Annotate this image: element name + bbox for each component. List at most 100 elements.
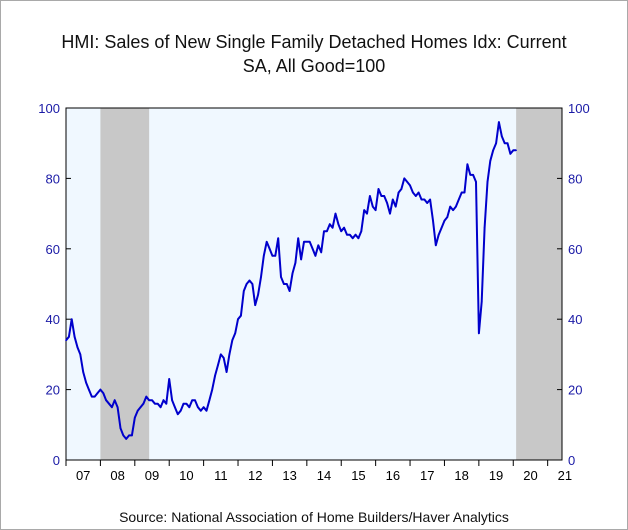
data-point-2019-02 — [480, 300, 483, 303]
data-point-2012-05 — [248, 279, 251, 282]
data-point-2013-04 — [280, 276, 282, 278]
data-point-2019-04 — [486, 181, 489, 183]
data-point-2011-10 — [228, 353, 231, 356]
y-tick-label-left-0: 0 — [53, 453, 60, 468]
data-point-2018-09 — [466, 163, 469, 166]
data-point-2019-07 — [495, 142, 497, 144]
data-point-2016-10 — [400, 188, 403, 190]
x-tick-label-14: 14 — [317, 468, 331, 483]
data-point-2016-02 — [377, 188, 380, 190]
data-point-2019-09 — [500, 135, 503, 137]
data-point-2016-11 — [403, 177, 406, 180]
data-point-2014-06 — [320, 251, 322, 254]
chart-title: HMI: Sales of New Single Family Detached… — [0, 30, 628, 78]
data-point-2010-09 — [191, 399, 193, 401]
x-tick-label-19: 19 — [489, 468, 503, 483]
data-point-2012-01 — [237, 318, 239, 321]
data-point-2007-11 — [93, 395, 96, 398]
data-point-2012-08 — [257, 293, 259, 296]
data-point-2011-06 — [217, 364, 219, 366]
data-point-2019-08 — [498, 121, 500, 123]
data-point-2015-07 — [357, 237, 360, 240]
data-point-2018-06 — [457, 198, 460, 201]
data-point-2013-02 — [274, 255, 277, 257]
data-point-2008-02 — [102, 392, 105, 394]
data-point-2016-09 — [397, 191, 400, 194]
data-point-2007-10 — [91, 395, 93, 398]
data-point-2015-10 — [366, 212, 368, 215]
data-point-2009-06 — [148, 399, 150, 401]
data-point-2008-11 — [128, 434, 130, 437]
data-point-2007-07 — [82, 371, 85, 373]
data-point-2020-01 — [512, 149, 515, 152]
data-point-2009-11 — [162, 399, 165, 401]
data-point-2007-03 — [70, 318, 73, 321]
data-point-2009-07 — [151, 399, 153, 401]
data-point-2017-09 — [432, 219, 434, 222]
x-tick-label-20: 20 — [523, 468, 537, 483]
data-point-2010-07 — [185, 402, 188, 405]
y-tick-label-left-20: 20 — [46, 383, 60, 398]
data-point-2016-07 — [392, 198, 394, 201]
data-point-2018-01 — [443, 219, 446, 222]
data-point-2010-01 — [168, 378, 171, 380]
data-point-2014-05 — [317, 244, 320, 247]
x-tick-label-21: 21 — [558, 468, 572, 483]
y-tick-label-left-60: 60 — [46, 242, 60, 257]
data-point-2009-10 — [159, 406, 162, 409]
data-point-2015-06 — [354, 233, 357, 236]
data-point-2008-10 — [125, 438, 128, 440]
data-point-2012-03 — [242, 290, 245, 292]
data-point-2011-05 — [214, 374, 216, 377]
data-point-2014-11 — [334, 212, 337, 215]
data-point-2009-02 — [136, 409, 139, 412]
data-point-2009-08 — [154, 402, 156, 405]
data-point-2013-09 — [294, 262, 297, 264]
data-point-2014-01 — [306, 240, 308, 243]
data-point-2011-02 — [205, 409, 208, 412]
data-point-2015-05 — [351, 237, 354, 240]
x-tick-label-11: 11 — [214, 468, 228, 483]
data-point-2016-12 — [406, 181, 408, 183]
data-point-2008-09 — [122, 434, 125, 437]
data-point-2020-02 — [515, 149, 517, 152]
data-point-2014-09 — [328, 223, 331, 225]
data-point-2017-07 — [426, 202, 429, 204]
data-point-2011-04 — [211, 388, 214, 391]
data-point-2008-06 — [113, 399, 116, 401]
x-tick-label-16: 16 — [386, 468, 400, 483]
data-point-2015-08 — [360, 230, 363, 232]
data-point-2012-12 — [268, 248, 271, 250]
data-point-2011-12 — [234, 332, 236, 335]
data-point-2016-01 — [374, 209, 377, 211]
data-point-2017-10 — [435, 244, 437, 247]
data-point-2014-10 — [331, 226, 334, 229]
data-point-2011-08 — [222, 357, 225, 359]
data-point-2014-08 — [326, 230, 328, 232]
data-point-2011-03 — [208, 399, 211, 401]
data-point-2010-12 — [199, 409, 202, 412]
data-point-2009-12 — [165, 402, 168, 405]
y-tick-label-right-80: 80 — [568, 171, 582, 186]
data-point-2017-11 — [437, 233, 440, 236]
data-point-2007-02 — [68, 336, 70, 338]
x-tick-label-10: 10 — [179, 468, 193, 483]
data-point-2014-12 — [337, 223, 340, 225]
data-point-2008-05 — [111, 406, 113, 409]
data-point-2008-08 — [119, 427, 122, 430]
x-tick-label-17: 17 — [420, 468, 434, 483]
data-point-2010-05 — [179, 409, 182, 412]
data-point-2014-04 — [314, 255, 317, 257]
data-point-2015-02 — [343, 226, 345, 229]
data-point-2019-12 — [509, 152, 512, 155]
x-tick-label-18: 18 — [454, 468, 468, 483]
data-point-2016-04 — [383, 195, 386, 197]
data-point-2019-06 — [492, 149, 494, 152]
recession-band-2 — [516, 108, 562, 460]
data-point-2017-06 — [423, 198, 426, 201]
data-point-2017-05 — [420, 198, 423, 201]
y-tick-label-left-100: 100 — [38, 101, 60, 116]
data-point-2014-07 — [323, 230, 325, 232]
data-point-2009-01 — [134, 416, 136, 419]
